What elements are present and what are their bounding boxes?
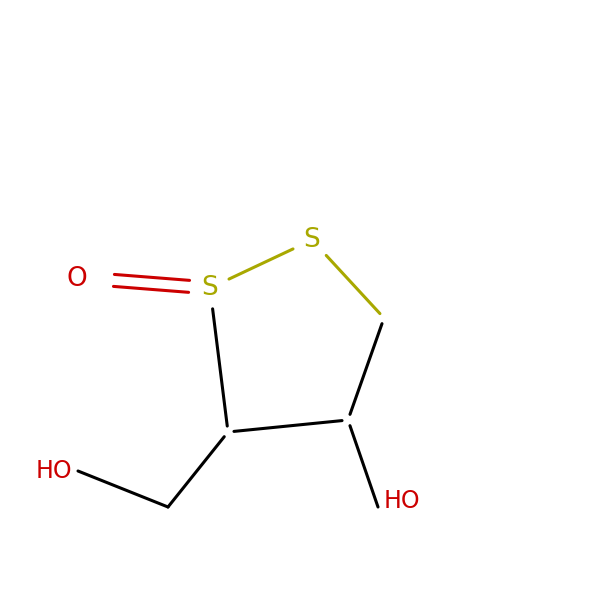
Text: HO: HO: [384, 489, 421, 513]
Text: HO: HO: [35, 459, 72, 483]
Text: S: S: [202, 275, 218, 301]
Text: S: S: [304, 227, 320, 253]
Text: O: O: [66, 266, 87, 292]
